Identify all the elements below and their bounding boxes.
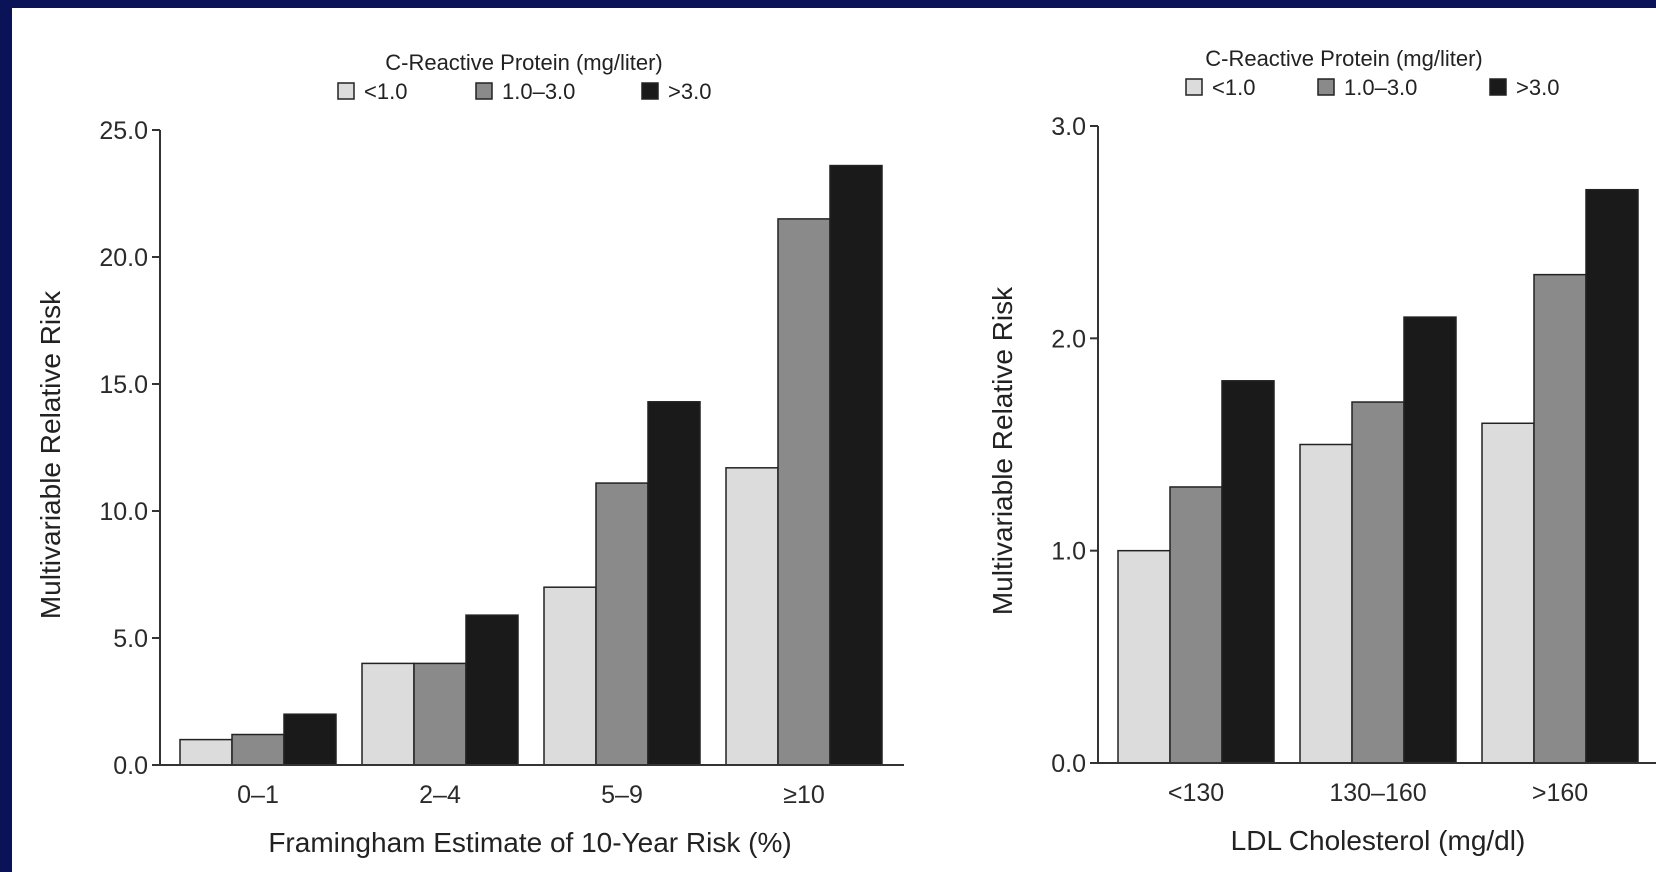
legend-title: C-Reactive Protein (mg/liter): [1205, 46, 1483, 71]
bar: [1585, 188, 1639, 764]
x-tick-label: <130: [1168, 779, 1224, 807]
bar: [543, 586, 597, 766]
x-axis-title: Framingham Estimate of 10-Year Risk (%): [268, 827, 791, 858]
y-tick-label: 25.0: [99, 117, 148, 145]
y-tick-label: 2.0: [1051, 325, 1086, 353]
y-tick-label: 0.0: [113, 752, 148, 780]
bar: [1351, 401, 1405, 764]
x-tick-label: >160: [1532, 779, 1588, 807]
bar: [231, 733, 285, 766]
bar: [829, 164, 883, 766]
plot-area: 0–1 2–4 5–9 ≥10 0.0 5.0 10.0 15.0 20.0 25.0: [99, 117, 904, 809]
bar: [1299, 443, 1353, 764]
legend-title: C-Reactive Protein (mg/liter): [385, 50, 663, 75]
chart-ldl: C-Reactive Protein (mg/liter) <1.0 1.0–3.…: [987, 46, 1656, 856]
x-tick-label: 2–4: [419, 781, 461, 809]
bar: [283, 713, 337, 766]
legend-label: >3.0: [1516, 75, 1559, 100]
bar: [361, 662, 415, 766]
bar: [595, 482, 649, 766]
x-tick-label: ≥10: [783, 781, 825, 809]
legend-swatch: [337, 82, 355, 100]
x-axis-title: LDL Cholesterol (mg/dl): [1231, 825, 1526, 856]
bar: [725, 467, 779, 766]
bar: [179, 738, 233, 766]
bar: [465, 614, 519, 766]
y-tick-label: 5.0: [113, 625, 148, 653]
bar: [1481, 422, 1535, 764]
legend-swatch: [475, 82, 493, 100]
y-tick-label: 15.0: [99, 371, 148, 399]
y-axis-title: Multivariable Relative Risk: [987, 286, 1018, 615]
legend-label: <1.0: [1212, 75, 1255, 100]
figure-panel: C-Reactive Protein (mg/liter) <1.0 1.0–3.…: [12, 8, 1656, 872]
legend-swatch: [1185, 78, 1203, 96]
bar: [1117, 549, 1171, 764]
y-tick-label: 3.0: [1051, 113, 1086, 141]
legend: <1.0 1.0–3.0 >3.0: [1185, 75, 1559, 100]
y-tick-label: 0.0: [1051, 750, 1086, 778]
bar: [413, 662, 467, 766]
legend-label: 1.0–3.0: [1344, 75, 1417, 100]
legend-swatch: [1317, 78, 1335, 96]
legend: <1.0 1.0–3.0 >3.0: [337, 79, 711, 104]
legend-label: 1.0–3.0: [502, 79, 575, 104]
bar: [1169, 486, 1223, 764]
bar: [1221, 380, 1275, 764]
y-tick-label: 1.0: [1051, 538, 1086, 566]
bar: [1533, 273, 1587, 764]
x-tick-label: 130–160: [1329, 779, 1426, 807]
y-tick-label: 20.0: [99, 244, 148, 272]
x-tick-label: 5–9: [601, 781, 643, 809]
legend-swatch: [1489, 78, 1507, 96]
bar: [777, 218, 831, 766]
legend-swatch: [641, 82, 659, 100]
bar: [1403, 316, 1457, 764]
y-tick-label: 10.0: [99, 498, 148, 526]
legend-label: <1.0: [364, 79, 407, 104]
legend-label: >3.0: [668, 79, 711, 104]
chart-framingham: C-Reactive Protein (mg/liter) <1.0 1.0–3.…: [35, 50, 904, 858]
plot-area: <130 130–160 >160 0.0 1.0 2.0 3.0: [1051, 113, 1656, 807]
y-axis-title: Multivariable Relative Risk: [35, 290, 66, 619]
x-tick-label: 0–1: [237, 781, 279, 809]
bar: [647, 401, 701, 766]
figure-svg: C-Reactive Protein (mg/liter) <1.0 1.0–3.…: [35, 46, 1656, 858]
